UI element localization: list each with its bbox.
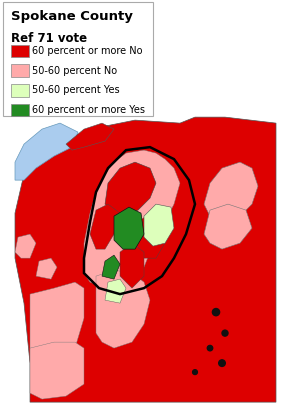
Polygon shape bbox=[120, 243, 144, 288]
Circle shape bbox=[222, 330, 228, 336]
Polygon shape bbox=[135, 213, 165, 258]
Polygon shape bbox=[105, 162, 156, 216]
Polygon shape bbox=[15, 234, 36, 258]
Circle shape bbox=[219, 360, 225, 366]
Circle shape bbox=[212, 309, 220, 316]
Text: 50-60 percent No: 50-60 percent No bbox=[32, 66, 117, 76]
Polygon shape bbox=[96, 270, 150, 348]
Polygon shape bbox=[114, 207, 144, 249]
Polygon shape bbox=[204, 162, 258, 222]
Text: 60 percent or more No: 60 percent or more No bbox=[32, 46, 142, 56]
Text: Ref 71 vote: Ref 71 vote bbox=[11, 32, 87, 45]
Polygon shape bbox=[90, 204, 120, 249]
Polygon shape bbox=[84, 150, 180, 288]
Text: 50-60 percent Yes: 50-60 percent Yes bbox=[32, 85, 119, 95]
Text: Spokane County: Spokane County bbox=[11, 10, 132, 23]
Polygon shape bbox=[30, 282, 84, 360]
Polygon shape bbox=[15, 117, 276, 402]
Polygon shape bbox=[30, 342, 84, 399]
Polygon shape bbox=[15, 123, 78, 180]
Circle shape bbox=[207, 345, 213, 351]
Circle shape bbox=[193, 370, 197, 375]
Polygon shape bbox=[204, 204, 252, 249]
Text: 60 percent or more Yes: 60 percent or more Yes bbox=[32, 105, 145, 115]
Polygon shape bbox=[102, 255, 120, 279]
Polygon shape bbox=[66, 123, 114, 150]
Polygon shape bbox=[36, 258, 57, 279]
Polygon shape bbox=[105, 279, 126, 303]
Polygon shape bbox=[144, 204, 174, 246]
